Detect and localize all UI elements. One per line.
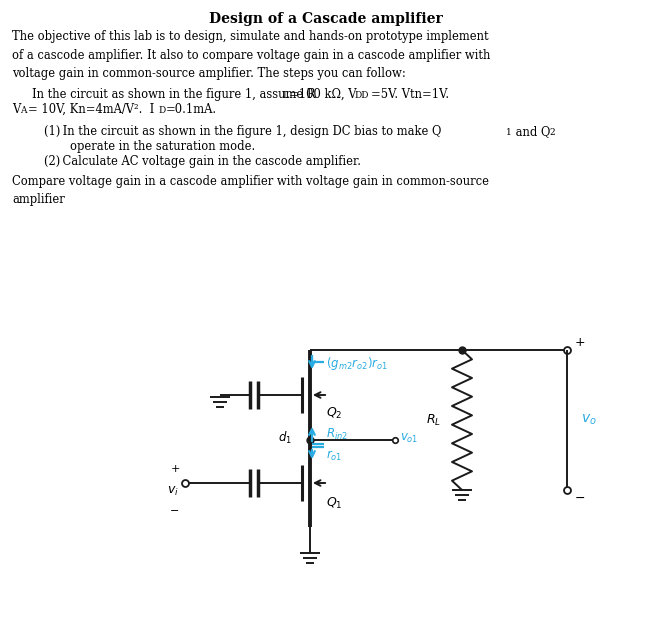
- Text: V: V: [12, 103, 20, 116]
- Text: $R_L$: $R_L$: [426, 412, 441, 427]
- Text: =100 kΩ, V: =100 kΩ, V: [289, 88, 357, 101]
- Text: =5V. Vtn=1V.: =5V. Vtn=1V.: [371, 88, 449, 101]
- Text: D: D: [158, 106, 165, 115]
- Text: operate in the saturation mode.: operate in the saturation mode.: [70, 140, 255, 153]
- Text: L: L: [282, 91, 288, 100]
- Text: (2) Calculate AC voltage gain in the cascode amplifier.: (2) Calculate AC voltage gain in the cas…: [44, 155, 361, 168]
- Text: $v_o$: $v_o$: [581, 413, 597, 427]
- Text: $v_i$: $v_i$: [167, 484, 179, 497]
- Text: $Q_2$: $Q_2$: [326, 406, 342, 420]
- Text: $r_{o1}$: $r_{o1}$: [326, 449, 342, 463]
- Text: (1) In the circuit as shown in the figure 1, design DC bias to make Q: (1) In the circuit as shown in the figur…: [44, 125, 441, 138]
- Text: $(g_{m2}r_{o2})r_{o1}$: $(g_{m2}r_{o2})r_{o1}$: [326, 355, 388, 371]
- Text: +: +: [170, 464, 180, 474]
- Text: In the circuit as shown in the figure 1, assume R: In the circuit as shown in the figure 1,…: [32, 88, 315, 101]
- Text: Design of a Cascade amplifier: Design of a Cascade amplifier: [209, 12, 443, 26]
- Text: DD: DD: [354, 91, 368, 100]
- Text: A: A: [20, 106, 27, 115]
- Text: 2: 2: [549, 128, 554, 137]
- Text: The objective of this lab is to design, simulate and hands-on prototype implemen: The objective of this lab is to design, …: [12, 30, 490, 80]
- Text: +: +: [575, 335, 586, 348]
- Text: $d_1$: $d_1$: [278, 430, 292, 446]
- Text: $R_{in2}$: $R_{in2}$: [326, 427, 348, 442]
- Text: 1: 1: [506, 128, 512, 137]
- Text: Compare voltage gain in a cascode amplifier with voltage gain in common-source
a: Compare voltage gain in a cascode amplif…: [12, 175, 489, 207]
- Text: $v_{o1}$: $v_{o1}$: [400, 432, 419, 445]
- Text: = 10V, Kn=4mA/V².  I: = 10V, Kn=4mA/V². I: [28, 103, 154, 116]
- Text: and Q: and Q: [512, 125, 550, 138]
- Text: =0.1mA.: =0.1mA.: [166, 103, 217, 116]
- Text: −: −: [575, 491, 586, 504]
- Text: $Q_1$: $Q_1$: [326, 496, 343, 510]
- Text: −: −: [170, 506, 180, 516]
